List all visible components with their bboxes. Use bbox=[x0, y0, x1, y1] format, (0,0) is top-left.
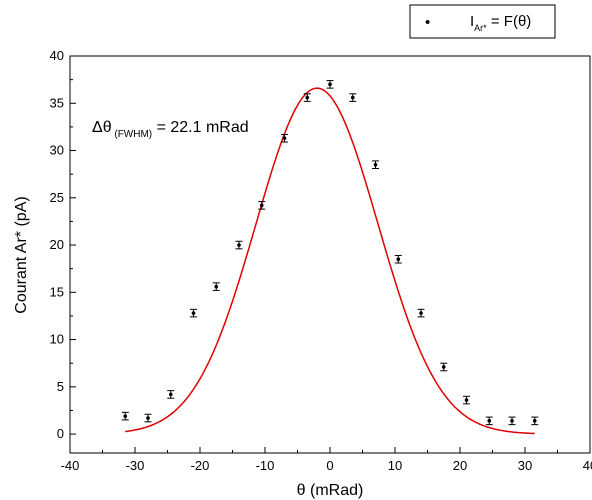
data-point bbox=[531, 416, 539, 426]
x-tick-label: -30 bbox=[126, 458, 145, 473]
data-point bbox=[463, 395, 470, 405]
y-axis-ticks: 0 5 10 15 20 25 30 35 40 bbox=[50, 48, 76, 441]
x-tick-label: 30 bbox=[518, 458, 532, 473]
data-point bbox=[349, 93, 357, 102]
point-marker bbox=[510, 419, 514, 423]
fwhm-annotation-rest: = 22.1 mRad bbox=[152, 119, 249, 136]
data-point bbox=[235, 240, 243, 250]
x-tick-label: 0 bbox=[326, 458, 333, 473]
data-point bbox=[326, 80, 334, 89]
point-marker bbox=[168, 392, 173, 397]
y-tick-label: 0 bbox=[57, 426, 64, 441]
point-marker bbox=[328, 82, 332, 87]
data-point bbox=[281, 133, 288, 143]
legend-marker: • bbox=[425, 14, 430, 31]
gaussian-fit-curve bbox=[125, 87, 535, 435]
point-marker bbox=[532, 419, 537, 423]
point-marker bbox=[464, 398, 469, 402]
y-axis-title: Courant Ar* (pA) bbox=[13, 196, 30, 313]
legend-label-sub: Ar* bbox=[474, 23, 487, 33]
data-point bbox=[258, 201, 266, 210]
y-tick-label: 10 bbox=[50, 332, 64, 347]
y-tick-label: 20 bbox=[50, 237, 64, 252]
data-point bbox=[485, 416, 493, 426]
fwhm-annotation: Δθ (FWHM) = 22.1 mRad bbox=[92, 119, 249, 140]
y-tick-label: 15 bbox=[50, 284, 64, 299]
fwhm-annotation-sub: (FWHM) bbox=[112, 129, 153, 140]
legend: • IAr* = F(θ) bbox=[409, 4, 556, 39]
y-tick-label: 30 bbox=[50, 143, 64, 158]
data-point bbox=[121, 411, 129, 421]
data-point bbox=[212, 282, 220, 291]
point-marker bbox=[191, 311, 196, 315]
point-marker bbox=[419, 311, 423, 315]
data-point bbox=[190, 308, 197, 318]
y-tick-label: 5 bbox=[57, 379, 64, 394]
data-point bbox=[417, 308, 425, 318]
x-tick-label: 10 bbox=[388, 458, 402, 473]
x-tick-label: 40 bbox=[583, 458, 592, 473]
point-marker bbox=[123, 414, 128, 418]
y-tick-label: 40 bbox=[50, 48, 64, 63]
data-point bbox=[144, 413, 152, 423]
x-axis-title: θ (mRad) bbox=[297, 482, 364, 499]
point-marker bbox=[282, 136, 287, 141]
data-point bbox=[440, 362, 448, 372]
data-point bbox=[508, 416, 516, 426]
legend-box bbox=[409, 4, 556, 39]
data-point bbox=[167, 390, 175, 399]
point-marker bbox=[305, 95, 310, 100]
legend-label-rest: = F(θ) bbox=[487, 13, 532, 30]
data-point bbox=[303, 93, 311, 102]
legend-label: IAr* = F(θ) bbox=[470, 13, 531, 33]
point-marker bbox=[237, 243, 241, 247]
point-marker bbox=[373, 162, 378, 167]
data-point bbox=[372, 160, 379, 169]
x-tick-label: -40 bbox=[61, 458, 80, 473]
x-tick-label: -20 bbox=[191, 458, 210, 473]
point-marker bbox=[259, 203, 264, 208]
data-points bbox=[121, 80, 539, 426]
point-marker bbox=[350, 95, 355, 100]
point-marker bbox=[214, 284, 219, 289]
point-marker bbox=[487, 419, 492, 423]
x-tick-label: 20 bbox=[453, 458, 467, 473]
point-marker bbox=[396, 257, 401, 262]
fwhm-annotation-main: Δθ bbox=[92, 119, 112, 136]
point-marker bbox=[441, 365, 446, 369]
data-point bbox=[394, 254, 402, 264]
legend-label-main: I bbox=[470, 13, 474, 30]
point-marker bbox=[146, 416, 150, 420]
y-tick-label: 35 bbox=[50, 95, 64, 110]
x-tick-label: -10 bbox=[256, 458, 275, 473]
plot-frame bbox=[69, 55, 591, 454]
x-axis-ticks: -40 -30 -20 -10 0 10 20 30 40 bbox=[61, 447, 592, 473]
y-tick-label: 25 bbox=[50, 190, 64, 205]
